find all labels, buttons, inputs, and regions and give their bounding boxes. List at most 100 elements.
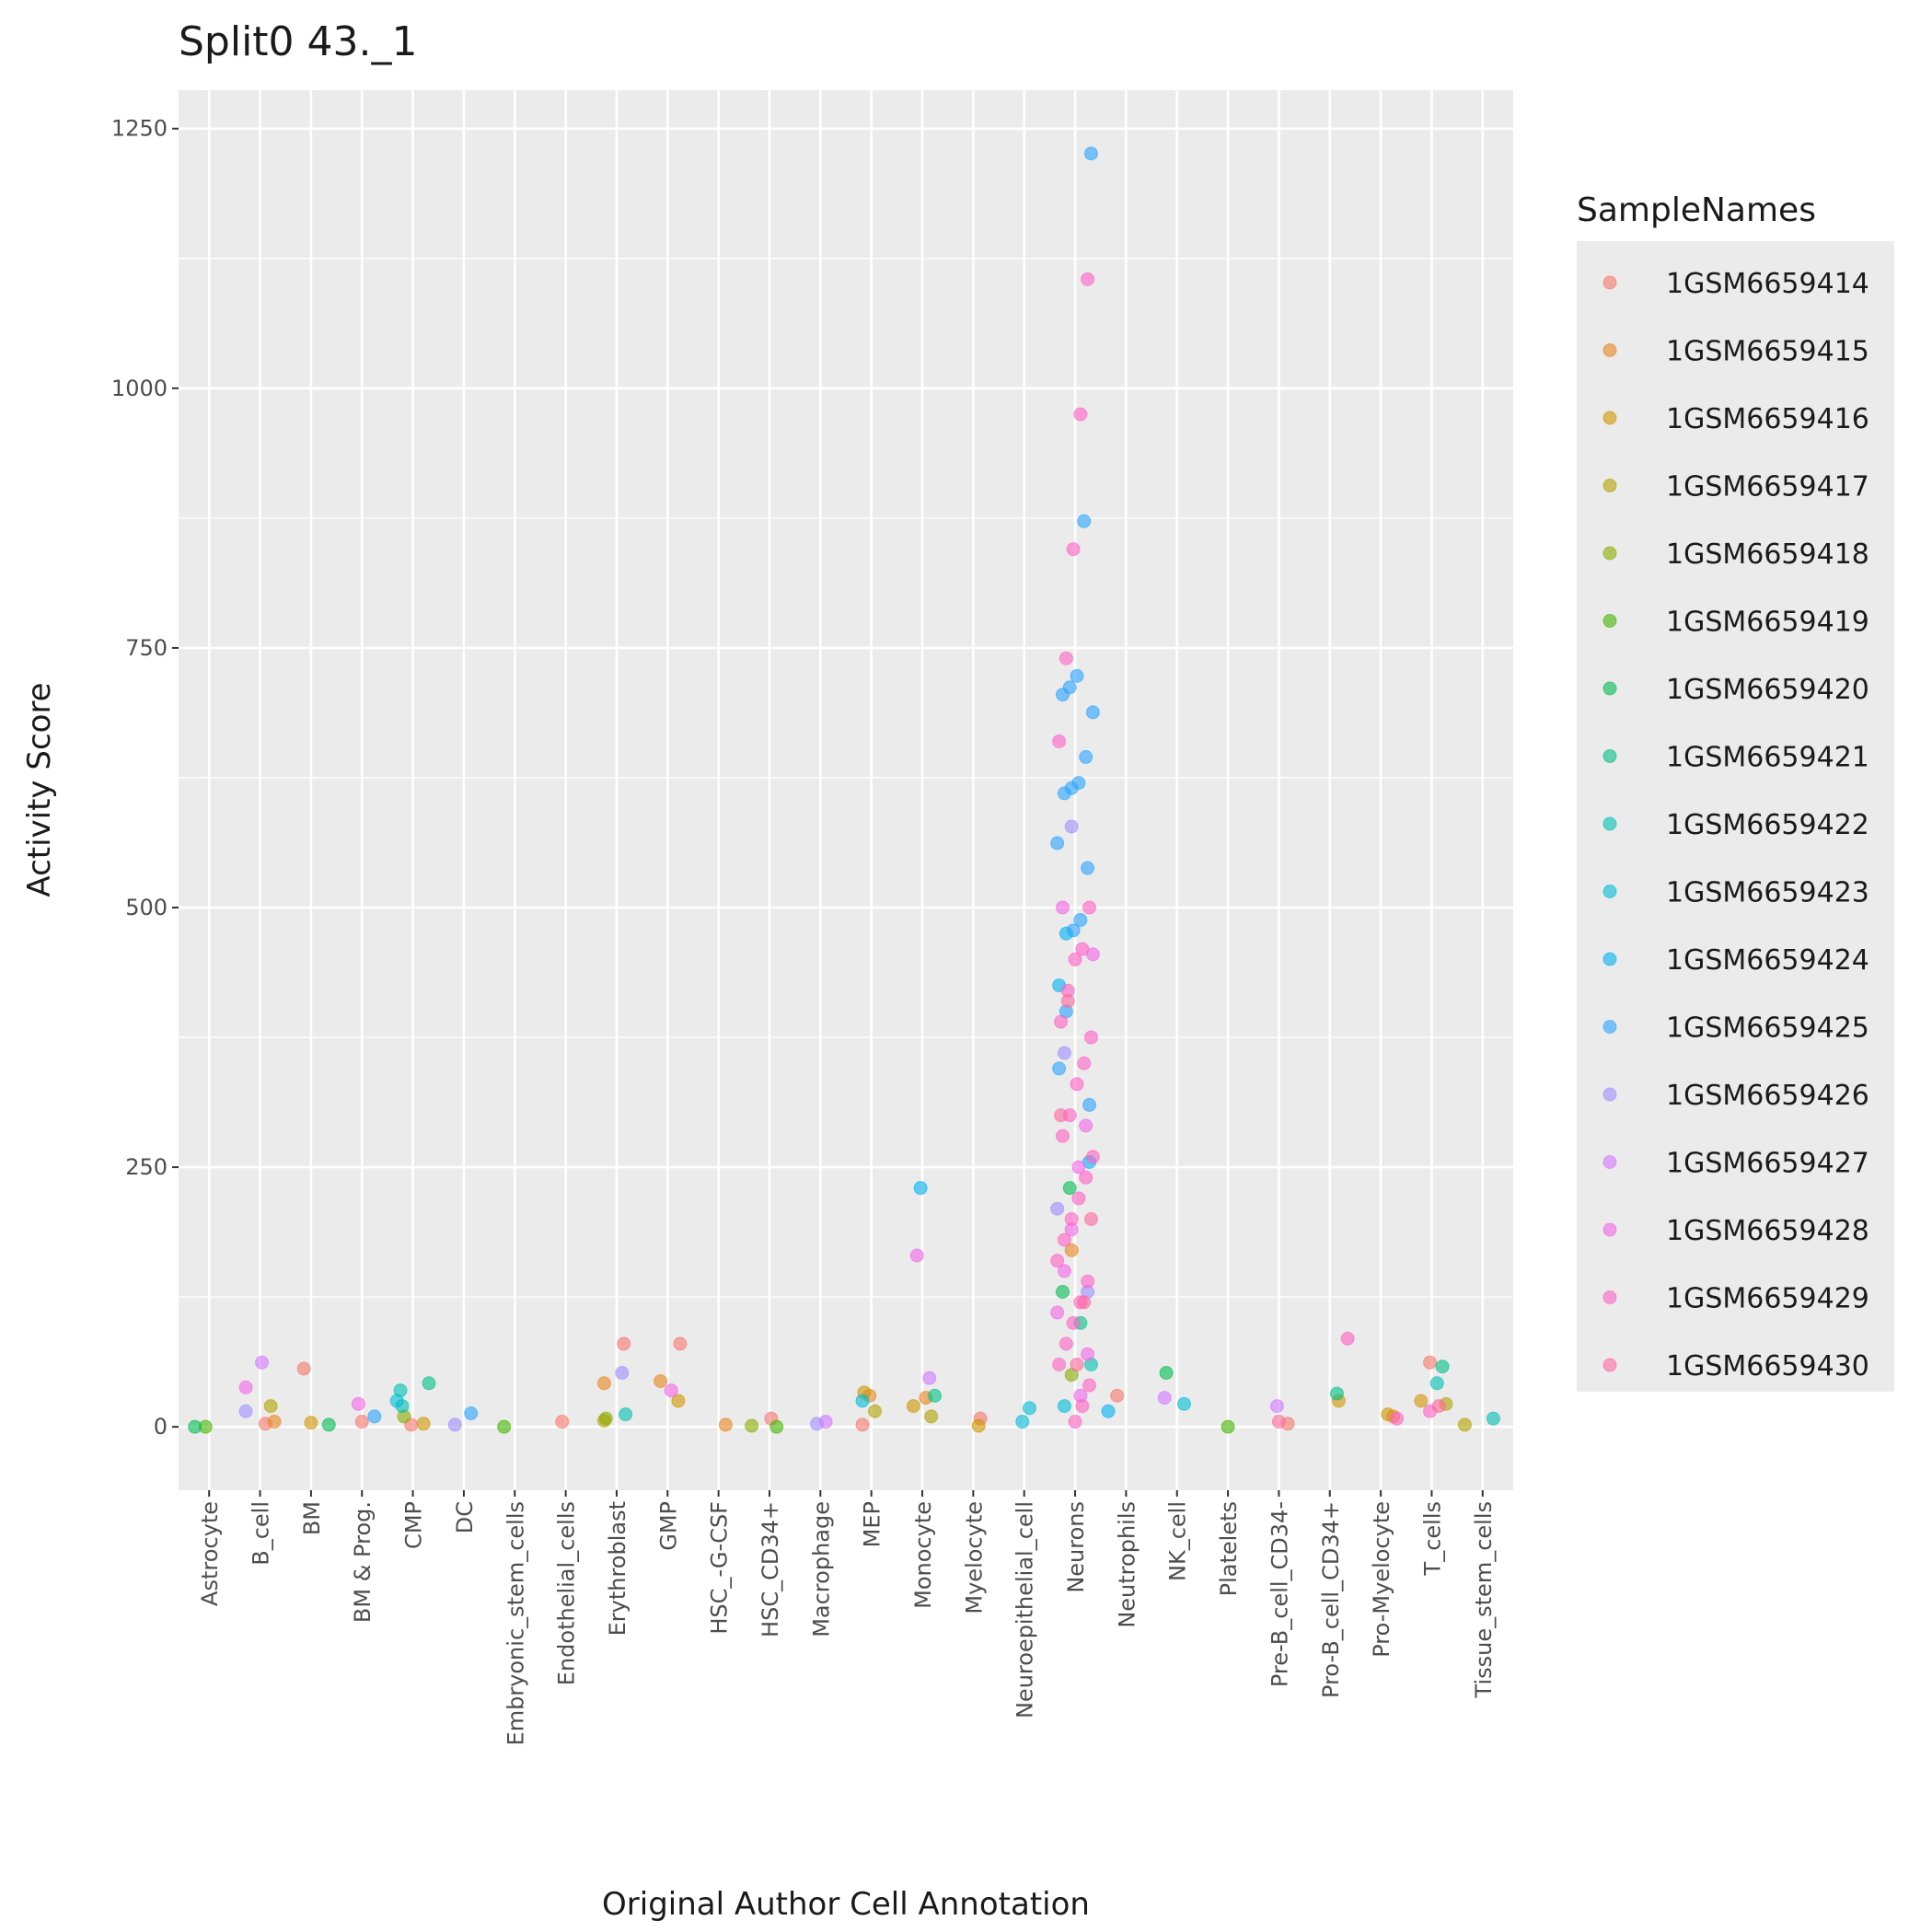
legend-key	[1602, 479, 1617, 492]
x-tick-label: T_cells	[1419, 1501, 1445, 1576]
point	[1435, 1359, 1450, 1374]
point	[1082, 1378, 1097, 1393]
point	[1064, 1212, 1079, 1227]
point	[1057, 1046, 1071, 1060]
legend-label: 1GSM6659426	[1666, 1080, 1869, 1112]
point	[1055, 1128, 1070, 1143]
point	[1083, 146, 1098, 161]
point	[422, 1376, 436, 1391]
point	[1055, 1284, 1070, 1299]
legend-label: 1GSM6659417	[1666, 471, 1869, 503]
point	[254, 1355, 269, 1370]
point	[1081, 1347, 1095, 1361]
legend-key	[1602, 952, 1617, 966]
point	[1271, 1415, 1286, 1429]
panel	[179, 90, 1513, 1490]
legend-key	[1602, 681, 1617, 696]
point	[673, 1336, 688, 1351]
x-tick-label: NK_cell	[1165, 1501, 1191, 1581]
legend-label: 1GSM6659414	[1666, 268, 1869, 300]
point	[1073, 913, 1088, 928]
x-axis-title: Original Author Cell Annotation	[602, 1886, 1090, 1923]
x-tick-label: Erythroblast	[605, 1501, 631, 1636]
point	[1062, 1181, 1077, 1196]
x-tick-label: Neurons	[1063, 1501, 1089, 1593]
point	[615, 1365, 630, 1380]
y-tick-label: 500	[125, 895, 168, 920]
chart-title: Split0 43._1	[179, 18, 418, 65]
legend-key	[1602, 749, 1617, 763]
point	[188, 1419, 202, 1434]
y-tick-label: 1250	[111, 116, 168, 142]
y-tick-label: 750	[125, 635, 168, 661]
point	[868, 1404, 883, 1418]
x-tick-label: Myelocyte	[961, 1501, 987, 1614]
point	[619, 1407, 633, 1422]
point	[1071, 1191, 1086, 1206]
x-tick-label: Astrocyte	[197, 1501, 223, 1606]
legend-label: 1GSM6659415	[1666, 336, 1869, 368]
point	[1081, 272, 1095, 286]
point	[447, 1417, 462, 1432]
legend-label: 1GSM6659423	[1666, 877, 1869, 909]
x-tick-label: Tissue_stem_cells	[1471, 1501, 1497, 1698]
point	[354, 1415, 369, 1429]
y-tick-label: 250	[125, 1154, 168, 1180]
point	[1077, 514, 1092, 528]
point	[1221, 1419, 1235, 1434]
point	[1085, 1150, 1100, 1164]
point	[1269, 1399, 1284, 1414]
point	[909, 1248, 924, 1263]
x-tick-label: Monocyte	[910, 1501, 936, 1609]
point	[671, 1394, 686, 1408]
x-tick-label: GMP	[655, 1501, 681, 1551]
legend-label: 1GSM6659418	[1666, 538, 1869, 571]
point	[1082, 1097, 1097, 1112]
grid	[179, 90, 1513, 1490]
point	[1068, 1415, 1082, 1429]
point	[1054, 1014, 1069, 1029]
y-tick-label: 1000	[111, 376, 168, 401]
x-tick-label: BM	[299, 1501, 325, 1535]
point	[1071, 1160, 1086, 1174]
point	[351, 1396, 365, 1411]
point	[367, 1409, 382, 1424]
legend-box	[1577, 241, 1894, 1392]
point	[1330, 1386, 1345, 1401]
point	[1414, 1394, 1429, 1408]
point	[1064, 1243, 1079, 1257]
point	[1070, 1077, 1084, 1092]
point	[718, 1417, 733, 1432]
legend-label: 1GSM6659430	[1666, 1350, 1869, 1382]
point	[617, 1336, 631, 1351]
point	[1066, 923, 1081, 938]
x-tick-label: B_cell	[249, 1501, 274, 1566]
point	[906, 1399, 920, 1414]
point	[1176, 1396, 1191, 1411]
point	[971, 1418, 986, 1433]
point	[1085, 705, 1100, 720]
point	[769, 1419, 784, 1434]
point	[1050, 1254, 1065, 1268]
legend-key	[1602, 1290, 1617, 1304]
point	[913, 1181, 928, 1196]
point	[1059, 1336, 1073, 1351]
legend-label: 1GSM6659425	[1666, 1012, 1869, 1045]
x-tick-label: Platelets	[1216, 1501, 1242, 1596]
point	[1081, 861, 1095, 875]
point	[1077, 1056, 1092, 1070]
point	[1023, 1401, 1037, 1416]
point	[1075, 942, 1090, 956]
legend-key	[1602, 1358, 1617, 1372]
point	[238, 1404, 253, 1418]
point	[1055, 688, 1070, 702]
x-tick-label: Macrophage	[808, 1501, 834, 1637]
point	[855, 1417, 870, 1432]
point	[664, 1383, 678, 1398]
y-axis-title: Activity Score	[21, 682, 58, 897]
x-tick-label: Endothelial_cells	[554, 1501, 580, 1685]
legend-label: 1GSM6659427	[1666, 1148, 1869, 1180]
legend-label: 1GSM6659419	[1666, 607, 1869, 639]
point	[1015, 1415, 1030, 1429]
